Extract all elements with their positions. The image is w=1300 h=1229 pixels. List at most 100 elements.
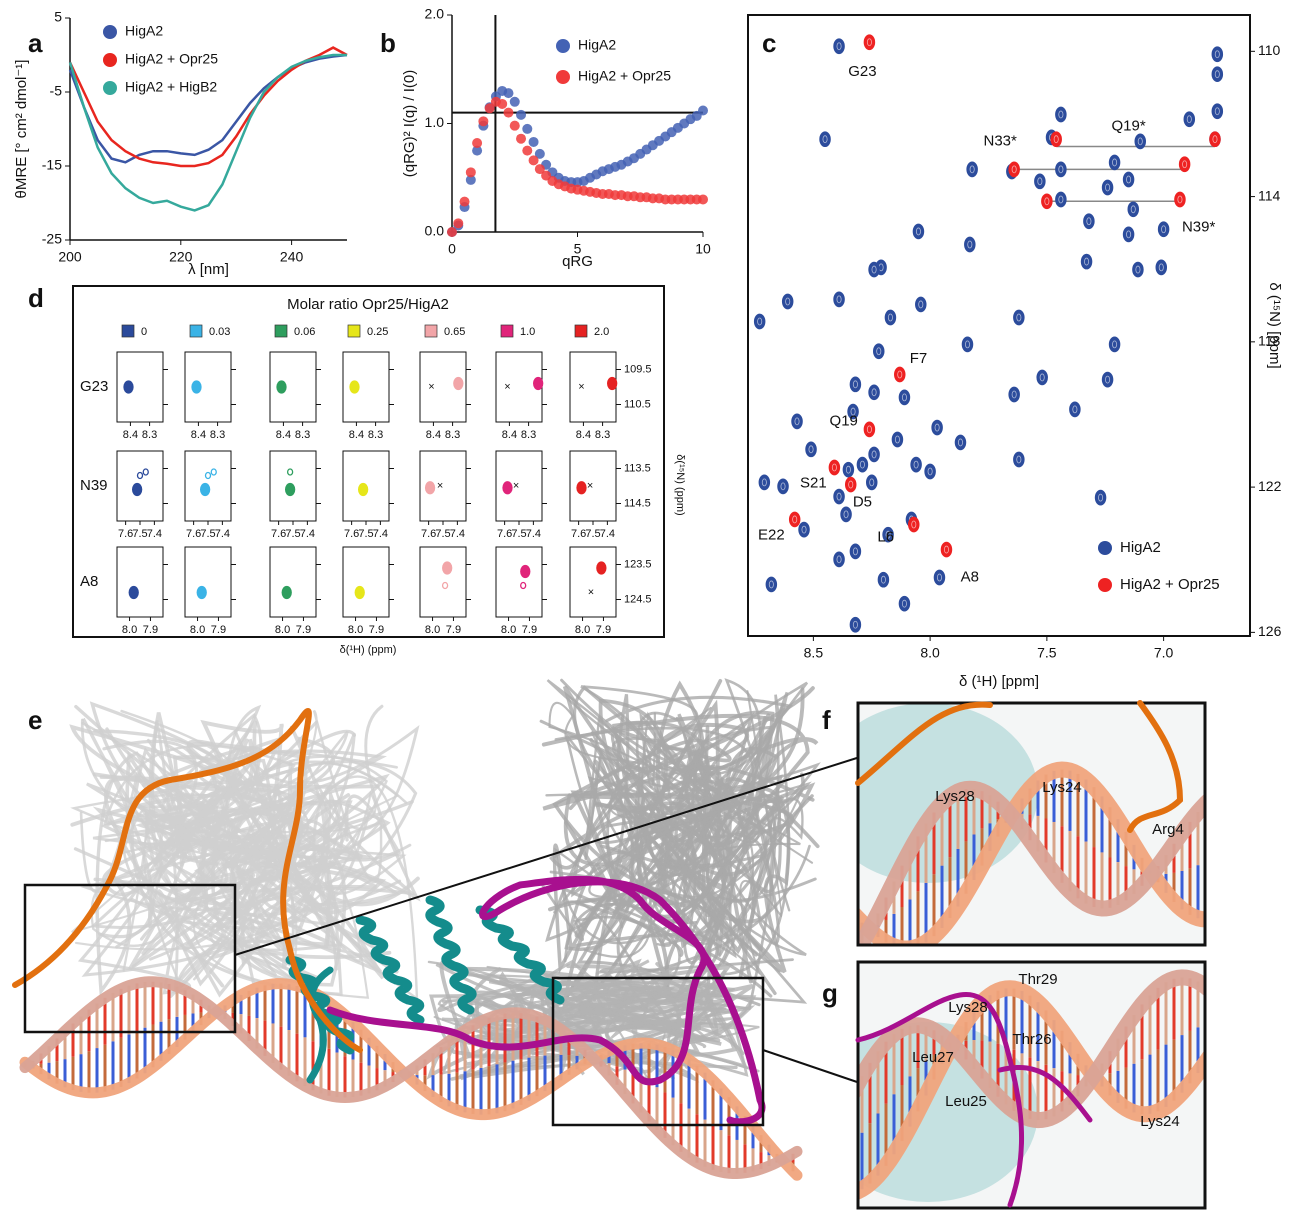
x-tick-label: 7.4: [373, 528, 388, 540]
peak: [1133, 262, 1144, 277]
peak: [1109, 337, 1120, 352]
x-tick-label: 7.4: [450, 528, 465, 540]
panel-label: b: [380, 28, 396, 58]
peak: [759, 475, 770, 490]
x-tick-label: 7.9: [296, 624, 311, 636]
peak: [608, 378, 617, 390]
residue-label: Lys24: [1042, 779, 1081, 796]
panel-c-frame: [748, 15, 1250, 636]
y-axis-label: θMRE [° cm² dmol⁻¹]: [13, 60, 30, 199]
peak-label: N39*: [1182, 218, 1216, 235]
residue-label: Lys28: [948, 999, 987, 1016]
legend-label: 0.03: [209, 326, 230, 338]
residue-label: Leu27: [912, 1049, 954, 1066]
peak: [355, 587, 364, 599]
spectrum-cell: [420, 547, 466, 617]
legend-label: 1.0: [520, 326, 535, 338]
y-tick-label: -25: [42, 231, 62, 247]
x-tick-label: 10: [695, 241, 711, 257]
peak: [850, 377, 861, 392]
x-tick-label: 8.3: [368, 429, 383, 441]
peak: [1184, 112, 1195, 127]
peak: [778, 479, 789, 494]
peak-label: D5: [853, 493, 872, 510]
x-tick-label: 8.4: [502, 429, 517, 441]
x-tick-label: 8.4: [191, 429, 206, 441]
peak: [1109, 155, 1120, 170]
inset: [818, 703, 1222, 977]
x-tick-label: 7.9: [143, 624, 158, 636]
peak-label: Q19*: [1111, 117, 1145, 134]
peak: [1056, 192, 1067, 207]
legend-label: HigA2 + Opr25: [1120, 576, 1220, 593]
peak-label: A8: [961, 569, 979, 586]
y-tick-label: -15: [42, 157, 62, 173]
peak: [577, 482, 586, 494]
x-tick-label: 7.4: [300, 528, 315, 540]
reference-cross: ×: [504, 381, 510, 393]
page: { "panel_labels": ["a", "b", "c", "d", "…: [0, 0, 1300, 1229]
peak: [277, 381, 286, 393]
peak: [850, 617, 861, 632]
peak: [934, 570, 945, 585]
x-tick-label: 8.0: [501, 624, 516, 636]
peak: [925, 464, 936, 479]
legend-label: HigA2 + HigB2: [125, 79, 217, 95]
x-tick-label: 7.6: [118, 528, 133, 540]
spectrum-cell: [570, 547, 616, 617]
legend-label: HigA2: [125, 23, 163, 39]
legend-swatch: [190, 325, 202, 337]
data-point: [698, 105, 708, 115]
peak: [899, 390, 910, 405]
x-tick-label: 8.0: [122, 624, 137, 636]
data-point: [510, 121, 520, 131]
peak: [359, 484, 368, 496]
structure-illustration: [15, 680, 1222, 1208]
data-point: [453, 218, 463, 228]
data-line: [70, 55, 347, 162]
peak: [1158, 222, 1169, 237]
y-tick-label: 5: [54, 9, 62, 25]
peak: [965, 237, 976, 252]
data-point: [460, 197, 470, 207]
y-tick-label: 126: [1258, 623, 1282, 639]
legend-marker: [1098, 541, 1112, 555]
x-tick-label: 7.4: [147, 528, 162, 540]
data-point: [522, 124, 532, 134]
residue-label: Thr29: [1018, 971, 1057, 988]
x-tick-label: 7.6: [186, 528, 201, 540]
peak: [857, 457, 868, 472]
legend-marker: [556, 39, 570, 53]
x-tick-label: 8.0: [920, 645, 940, 661]
legend-label: 0.25: [367, 326, 388, 338]
x-tick-label: 7.6: [421, 528, 436, 540]
peak-label: N33*: [983, 132, 1017, 149]
peak: [834, 489, 845, 504]
x-tick-label: 7.5: [132, 528, 147, 540]
peak: [443, 562, 452, 574]
x-tick-label: 7.4: [600, 528, 615, 540]
x-tick-label: 8.3: [521, 429, 536, 441]
peak: [503, 482, 512, 494]
peak: [834, 292, 845, 307]
legend-swatch: [275, 325, 287, 337]
peak: [1051, 132, 1062, 147]
legend-swatch: [122, 325, 134, 337]
peak: [789, 512, 800, 527]
x-tick-label: 8.4: [576, 429, 591, 441]
x-tick-label: 8.0: [348, 624, 363, 636]
data-point: [503, 88, 513, 98]
peak-label: Q19: [830, 412, 858, 429]
x-tick-label: 8.3: [445, 429, 460, 441]
y-tick-label: 110.5: [624, 398, 651, 410]
x-tick-label: 200: [58, 249, 82, 265]
peak: [1212, 67, 1223, 82]
peak: [754, 314, 765, 329]
peak: [282, 587, 291, 599]
reference-cross: ×: [428, 381, 434, 393]
peak: [1175, 192, 1186, 207]
peak: [1037, 370, 1048, 385]
y-tick-label: 113.5: [624, 462, 651, 474]
panel-label: d: [28, 283, 44, 313]
data-point: [497, 99, 507, 109]
